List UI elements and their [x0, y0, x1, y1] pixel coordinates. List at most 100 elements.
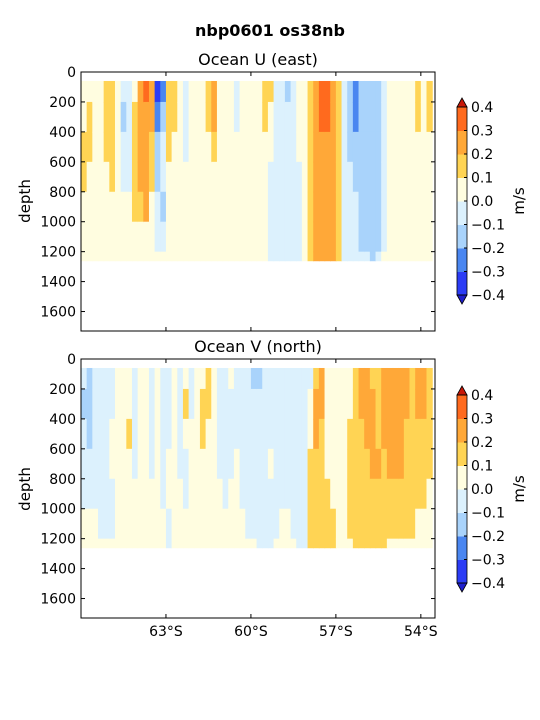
contour-cell [324, 80, 331, 103]
contour-cell [97, 478, 105, 510]
colorbar-extend-min [456, 582, 468, 593]
contour-cell [273, 388, 280, 420]
contour-cell [143, 478, 150, 510]
contour-cell [154, 538, 161, 549]
colorbar-tick-label: 0.1 [471, 171, 493, 187]
contour-cell [313, 131, 320, 163]
contour-cell [126, 538, 133, 549]
contour-cell [420, 251, 428, 262]
contour-cell [381, 388, 388, 420]
contour-cell [330, 80, 337, 103]
contour-cell [182, 161, 190, 193]
colorbar-segment [457, 489, 467, 513]
contour-cell [262, 448, 269, 480]
y-tick-label: 1400 [40, 562, 76, 578]
contour-cell [171, 131, 178, 163]
y-tick-label: 800 [49, 185, 76, 201]
contour-cell [177, 161, 184, 193]
contour-cell [330, 418, 337, 450]
contour-cell [194, 367, 201, 390]
contour-cell [92, 508, 99, 540]
contour-cell [160, 508, 167, 540]
contour-cell [103, 80, 110, 103]
contour-cell [154, 221, 161, 253]
contour-cell [301, 191, 309, 223]
contour-cell [222, 131, 229, 163]
contour-cell [109, 478, 116, 510]
contour-cell [222, 101, 229, 133]
contour-cell [143, 448, 150, 480]
contour-cell [211, 418, 218, 450]
contour-cell [199, 191, 207, 223]
contour-cell [86, 161, 93, 193]
contour-cell [324, 388, 331, 420]
contour-cell [403, 191, 411, 223]
contour-cell [364, 388, 371, 420]
contour-cell [369, 101, 377, 133]
contour-cell [148, 418, 156, 450]
contour-cell [126, 508, 133, 540]
contour-cell [216, 101, 224, 133]
contour-cell [148, 101, 156, 133]
y-tick-label: 1400 [40, 275, 76, 291]
contour-cell [245, 80, 252, 103]
contour-cell [318, 131, 326, 163]
contour-cell [177, 80, 184, 103]
contour-cell [392, 191, 399, 223]
contour-cell [182, 191, 190, 223]
contour-cell [171, 101, 178, 133]
contour-cell [97, 131, 105, 163]
contour-cell [352, 538, 360, 549]
contour-cell [97, 221, 105, 253]
contour-cell [188, 538, 195, 549]
contour-cell [182, 80, 190, 103]
contour-cell [386, 367, 394, 390]
contour-cell [409, 418, 416, 450]
contour-cell [97, 388, 105, 420]
contour-cell [92, 80, 99, 103]
contour-cell [86, 251, 93, 262]
contour-cell [120, 101, 127, 133]
contour-cell [415, 161, 422, 193]
contour-cell [296, 161, 303, 193]
contour-cell [296, 80, 303, 103]
contour-cell [279, 448, 286, 480]
contour-cell [205, 161, 212, 193]
contour-cell [392, 388, 399, 420]
contour-cell [415, 131, 422, 163]
contour-cell [137, 80, 144, 103]
contour-cell [364, 161, 371, 193]
contour-cell [409, 131, 416, 163]
contour-cell [154, 367, 161, 390]
contour-cell [256, 538, 263, 549]
panel-title: Ocean U (east) [198, 50, 318, 69]
contour-cell [386, 508, 394, 540]
contour-cell [97, 161, 105, 193]
contour-cell [233, 418, 241, 450]
contour-cell [148, 131, 156, 163]
contour-cell [165, 367, 173, 390]
contour-cell [301, 418, 309, 450]
contour-cell [143, 367, 150, 390]
contour-cell [165, 221, 173, 253]
contour-cell [409, 80, 416, 103]
contour-cell [358, 131, 365, 163]
contour-cell [103, 221, 110, 253]
contour-cell [239, 478, 246, 510]
contour-cell [273, 131, 280, 163]
contour-cell [335, 131, 343, 163]
contour-cell [307, 448, 314, 480]
contour-cell [239, 367, 246, 390]
contour-cell [415, 367, 422, 390]
contour-cell [392, 367, 399, 390]
contour-cell [369, 367, 377, 390]
contour-cell [426, 251, 433, 262]
contour-cell [256, 418, 263, 450]
contour-cell [381, 508, 388, 540]
contour-cell [205, 367, 212, 390]
contour-cell [228, 80, 235, 103]
contour-cell [148, 161, 156, 193]
contour-cell [335, 221, 343, 253]
contour-cell [262, 478, 269, 510]
contour-cell [296, 251, 303, 262]
